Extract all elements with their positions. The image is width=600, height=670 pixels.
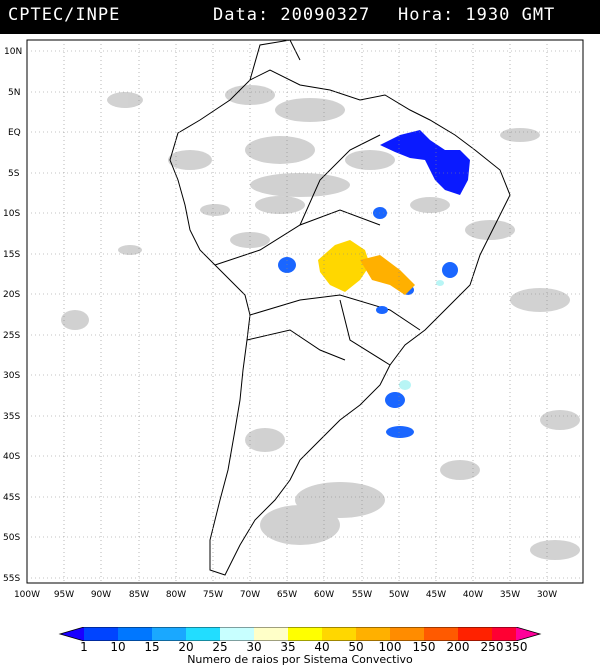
lon-label: 90W [91,590,111,600]
colorbar-label: 10 [110,640,126,654]
lon-label: 35W [500,590,520,600]
lon-label: 80W [166,590,186,600]
lon-label: 55W [352,590,372,600]
lon-labels: 100W 95W 90W 85W 80W 75W 70W 65W 60W 55W… [14,590,557,600]
colorbar-cell [516,627,540,641]
colorbar-cell [84,627,118,641]
colorbar-cell [390,627,424,641]
colorbar-label: 20 [178,640,194,654]
colorbar-label: 25 [212,640,228,654]
lon-label: 65W [277,590,297,600]
colorbar-cell [254,627,288,641]
colorbar-label: 250 [480,640,504,654]
lat-label: 50S [3,533,20,543]
colorbar-cell [220,627,254,641]
lightning-orange [360,255,415,295]
colorbar-label: 150 [412,640,436,654]
colorbar-label: 350 [504,640,528,654]
colorbar-title: Numero de raios por Sistema Convectivo [187,653,413,666]
lat-label: 20S [3,290,20,300]
lightning-light-cyan [399,280,444,390]
colorbar-labels: 1 10 15 20 25 30 35 40 50 100 150 200 25… [0,640,600,654]
lat-label: 10S [3,209,20,219]
lat-label: 25S [3,331,20,341]
lon-label: 85W [129,590,149,600]
colorbar-cell [424,627,458,641]
cloud-cover [61,85,580,560]
date-label: Data: 20090327 [213,5,371,25]
colorbar-label: 100 [378,640,402,654]
lightning-yellow [318,240,370,292]
lat-label: 55S [3,574,20,584]
lon-label: 45W [426,590,446,600]
colorbar-label: 200 [446,640,470,654]
colorbar-cell [458,627,492,641]
header-bar: CPTEC/INPE Data: 20090327 Hora: 1930 GMT [0,0,600,34]
colorbar-cell [322,627,356,641]
lon-label: 95W [54,590,74,600]
lat-label: 35S [3,412,20,422]
lat-label: 10N [4,47,22,57]
lon-label: 60W [314,590,334,600]
lightning-map: 10N 5N EQ 5S 10S 15S 20S 25S 30S 35S 40S… [3,39,584,600]
lon-label: 70W [240,590,260,600]
lat-label: 45S [3,493,20,503]
colorbar-cell [186,627,220,641]
colorbar-label: 40 [314,640,330,654]
colorbar-cell [118,627,152,641]
lon-label: 40W [463,590,483,600]
lightning-dense-blue [380,130,470,195]
lat-label: EQ [8,128,21,138]
colorbar-cell [492,627,516,641]
colorbar-cell [152,627,186,641]
lat-label: 5S [8,169,20,179]
lat-label: 15S [3,250,20,260]
colorbar-cell [288,627,322,641]
lon-label: 30W [537,590,557,600]
colorbar-label: 35 [280,640,296,654]
lat-label: 30S [3,371,20,381]
colorbar-cell [60,627,84,641]
colorbar [58,627,542,641]
colorbar-label: 30 [246,640,262,654]
colorbar-label: 1 [80,640,88,654]
colorbar-cell [356,627,390,641]
colorbar-label: 15 [144,640,160,654]
continent-outline [169,39,511,576]
lon-label: 50W [389,590,409,600]
lat-label: 5N [8,88,20,98]
lat-label: 40S [3,452,20,462]
lon-label: 100W [14,590,40,600]
lon-label: 75W [203,590,223,600]
graticule [27,40,583,583]
lat-labels: 10N 5N EQ 5S 10S 15S 20S 25S 30S 35S 40S… [3,47,22,584]
colorbar-label: 50 [348,640,364,654]
agency-title: CPTEC/INPE [8,5,121,25]
time-label: Hora: 1930 GMT [398,5,556,25]
